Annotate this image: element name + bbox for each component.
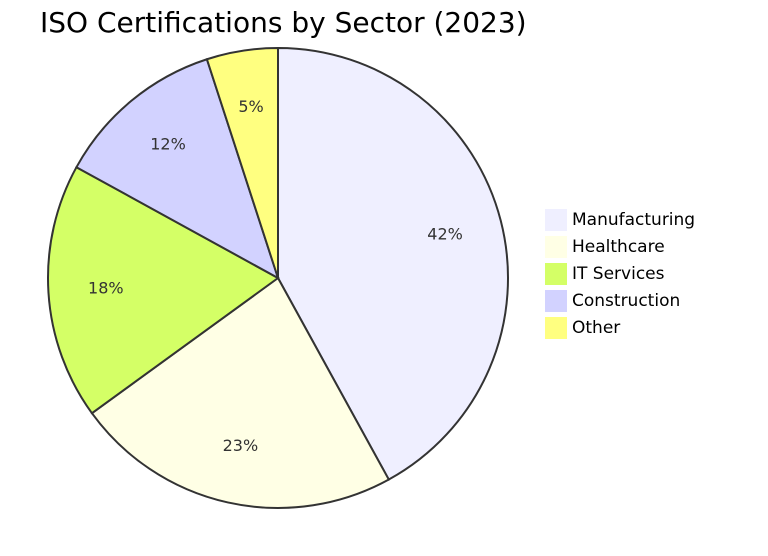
legend-label-manufacturing: Manufacturing [572, 210, 695, 230]
pie-slice-it-services [47, 165, 280, 415]
legend: Manufacturing Healthcare IT Services Constr… [545, 209, 695, 339]
legend-swatch-construction [545, 290, 567, 312]
slice-label-construction: 12% [150, 135, 186, 154]
pie-slice-other [205, 46, 279, 279]
legend-label-healthcare: Healthcare [572, 237, 665, 257]
legend-label-other: Other [572, 318, 620, 338]
pie-slices [47, 46, 509, 509]
legend-label-it-services: IT Services [572, 264, 665, 284]
legend-swatch-it-services [545, 263, 567, 285]
legend-label-construction: Construction [572, 291, 680, 311]
legend-swatch-healthcare [545, 236, 567, 258]
pie-slice-construction [75, 57, 280, 281]
pie-slice-healthcare [90, 276, 391, 509]
legend-swatch-manufacturing [545, 209, 567, 231]
slice-label-other: 5% [238, 97, 263, 116]
slice-labels: 42% 23% 18% 12% 5% [88, 97, 463, 455]
slice-label-it-services: 18% [88, 278, 124, 297]
slice-label-manufacturing: 42% [427, 225, 463, 244]
pie-slice-manufacturing [277, 46, 509, 481]
slice-label-healthcare: 23% [223, 436, 259, 455]
legend-swatch-other [545, 317, 567, 339]
chart-title: ISO Certifications by Sector (2023) [40, 6, 527, 39]
